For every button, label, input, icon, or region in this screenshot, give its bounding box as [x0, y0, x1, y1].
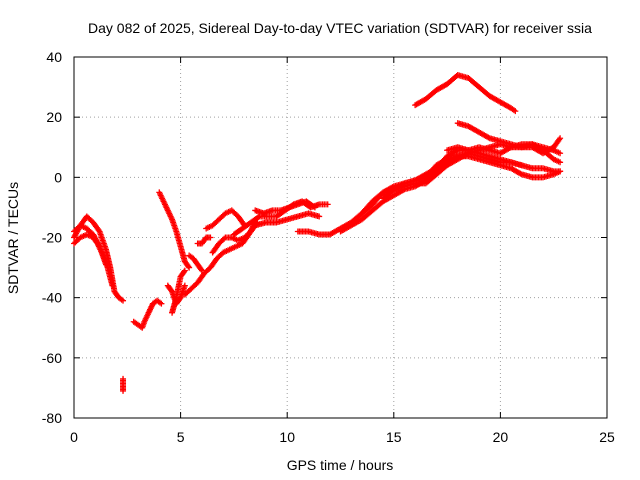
y-tick-label: 20 [46, 109, 62, 125]
data-point [316, 213, 323, 220]
x-tick-label: 15 [386, 429, 402, 445]
x-axis-label: GPS time / hours [287, 457, 394, 473]
y-axis-label: SDTVAR / TECUs [5, 182, 21, 294]
data-point [120, 387, 127, 394]
data-point [442, 157, 449, 164]
y-tick-label: 0 [54, 169, 62, 185]
data-point [512, 108, 519, 115]
data-point [518, 162, 525, 169]
series-track-d [120, 375, 127, 394]
x-tick-label: 20 [493, 429, 509, 445]
series-track-k [194, 234, 214, 247]
series-track-j [186, 252, 205, 274]
data-point [310, 203, 317, 210]
series-track-e [130, 297, 165, 331]
grid-lines [74, 57, 607, 418]
series-track-o [252, 198, 318, 217]
series-track-p [252, 210, 323, 229]
chart-title: Day 082 of 2025, Sidereal Day-to-day VTE… [88, 20, 592, 36]
series-track-h [169, 267, 188, 316]
y-tick-label: 40 [46, 49, 62, 65]
axis-ticks: 0 5 10 15 20 25 -80 -60 -40 -20 0 20 40 [42, 49, 615, 445]
data-point [311, 204, 318, 211]
series-track-t [380, 141, 564, 202]
data-points [71, 72, 564, 394]
data-point [557, 159, 564, 166]
data-point [198, 266, 205, 273]
data-point [221, 235, 228, 242]
series-track-l [203, 207, 248, 232]
data-point [181, 268, 188, 275]
data-point [181, 267, 188, 274]
data-point [557, 150, 564, 157]
plot-frame [73, 56, 608, 419]
data-point [506, 145, 513, 152]
data-point [557, 135, 564, 142]
data-point [324, 201, 331, 208]
y-tick-label: -40 [42, 290, 62, 306]
series-track-s [358, 150, 525, 217]
x-tick-label: 0 [70, 429, 78, 445]
series-track-f [156, 189, 193, 271]
series-track-u [412, 72, 519, 115]
series-track-c [71, 222, 116, 289]
data-point [556, 136, 563, 143]
x-tick-label: 5 [177, 429, 185, 445]
data-point [185, 263, 192, 270]
series-track-q [294, 147, 564, 238]
x-tick-label: 10 [279, 429, 295, 445]
data-point [198, 267, 205, 274]
data-point [109, 282, 116, 289]
data-point [557, 168, 564, 175]
series-track-i [181, 219, 259, 298]
data-point [158, 300, 165, 307]
series-track-w [444, 141, 564, 166]
y-tick-label: -80 [42, 410, 62, 426]
data-point [207, 234, 214, 241]
data-point [517, 170, 524, 177]
data-point [186, 264, 193, 271]
data-point [485, 134, 492, 141]
data-point [255, 214, 262, 221]
x-tick-label: 25 [599, 429, 615, 445]
data-point [120, 297, 127, 304]
data-point [181, 282, 188, 289]
y-tick-label: -20 [42, 230, 62, 246]
y-tick-label: -60 [42, 350, 62, 366]
